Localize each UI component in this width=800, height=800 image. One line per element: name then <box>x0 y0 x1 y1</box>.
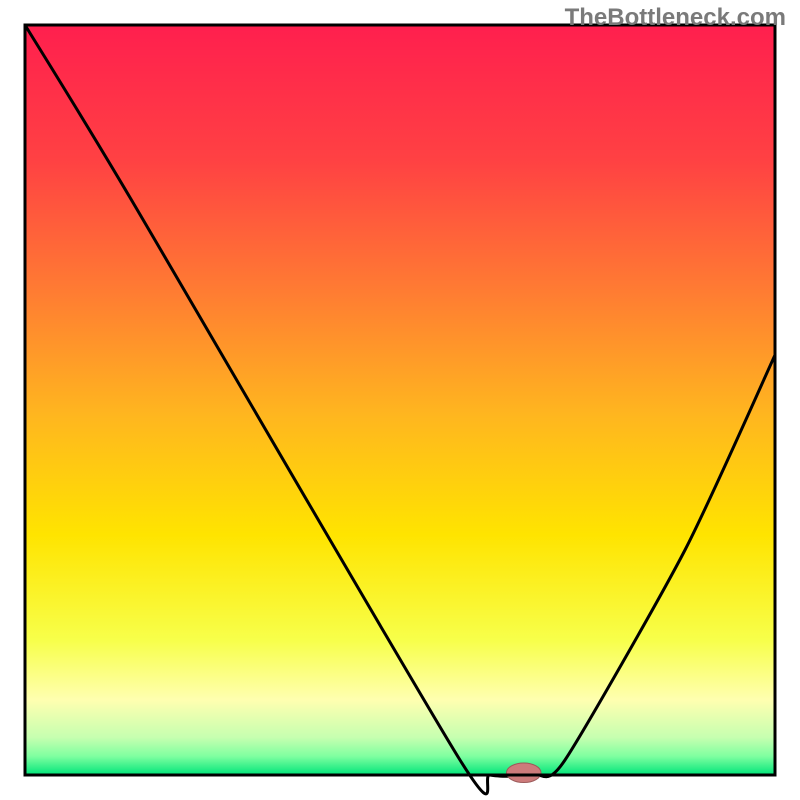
chart-container: TheBottleneck.com <box>0 0 800 800</box>
optimal-point-marker <box>507 763 542 783</box>
watermark-text: TheBottleneck.com <box>565 4 786 32</box>
bottleneck-curve-chart <box>0 0 800 800</box>
plot-background <box>25 25 775 775</box>
